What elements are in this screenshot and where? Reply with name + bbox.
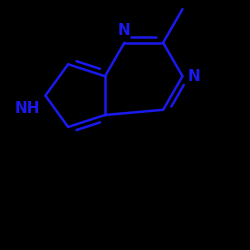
Text: N: N	[118, 23, 131, 38]
Text: N: N	[188, 69, 200, 84]
Text: NH: NH	[15, 101, 40, 116]
